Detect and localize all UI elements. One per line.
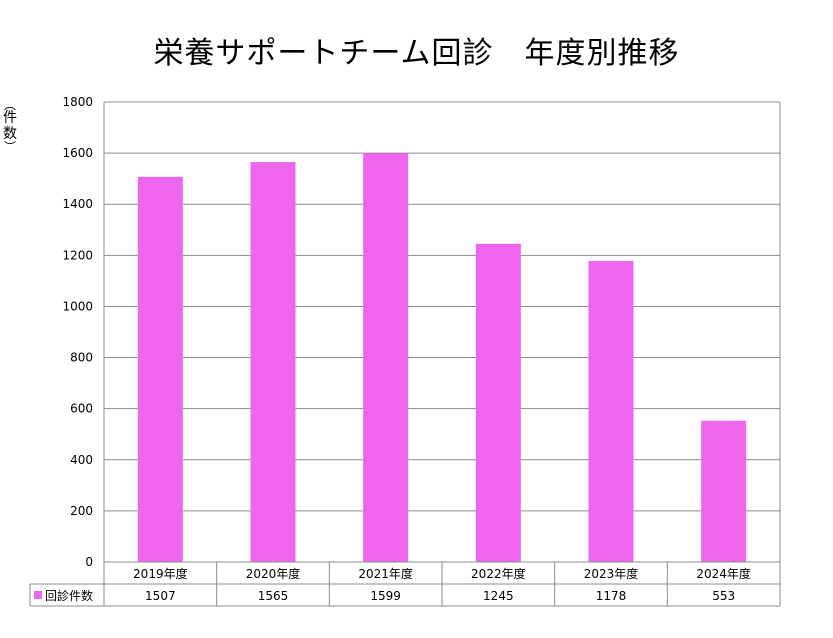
y-axis-label-close-paren: ︶	[3, 140, 16, 154]
y-tick-label: 600	[70, 402, 93, 416]
legend-swatch	[34, 591, 42, 599]
data-table-value: 1178	[596, 589, 627, 603]
y-tick-label: 400	[70, 453, 93, 467]
y-axis-label-char: 件	[3, 110, 17, 126]
y-tick-label: 1600	[62, 146, 93, 160]
x-tick-label: 2023年度	[584, 566, 639, 581]
data-table-value: 1599	[370, 589, 401, 603]
y-tick-label: 800	[70, 351, 93, 365]
x-tick-label: 2019年度	[133, 566, 188, 581]
data-table-value: 1565	[258, 589, 289, 603]
chart-title: 栄養サポートチーム回診 年度別推移	[153, 36, 680, 71]
y-axis-label-open-paren: ︵	[3, 98, 16, 112]
data-table-value: 1245	[483, 589, 514, 603]
x-tick-label: 2020年度	[246, 566, 301, 581]
x-tick-label: 2024年度	[696, 566, 751, 581]
bar	[363, 153, 409, 562]
y-tick-label: 1200	[62, 248, 93, 262]
y-axis-label: ︵ 件数 ︶	[2, 98, 18, 154]
bar	[475, 243, 521, 563]
data-table-value: 1507	[145, 589, 176, 603]
y-tick-label: 200	[70, 504, 93, 518]
y-tick-label: 1400	[62, 197, 93, 211]
y-tick-label: 1000	[62, 299, 93, 313]
y-axis-label-text: 件数	[2, 110, 18, 142]
data-table-value: 553	[712, 589, 735, 603]
y-tick-label: 0	[85, 555, 93, 569]
bar	[701, 420, 747, 562]
bar	[588, 260, 634, 562]
y-tick-label: 1800	[62, 95, 93, 109]
bar	[250, 162, 296, 563]
legend-label: 回診件数	[45, 588, 93, 603]
x-tick-label: 2022年度	[471, 566, 526, 581]
bar	[137, 176, 183, 562]
x-tick-label: 2021年度	[358, 566, 413, 581]
y-axis-label-char: 数	[3, 126, 17, 142]
